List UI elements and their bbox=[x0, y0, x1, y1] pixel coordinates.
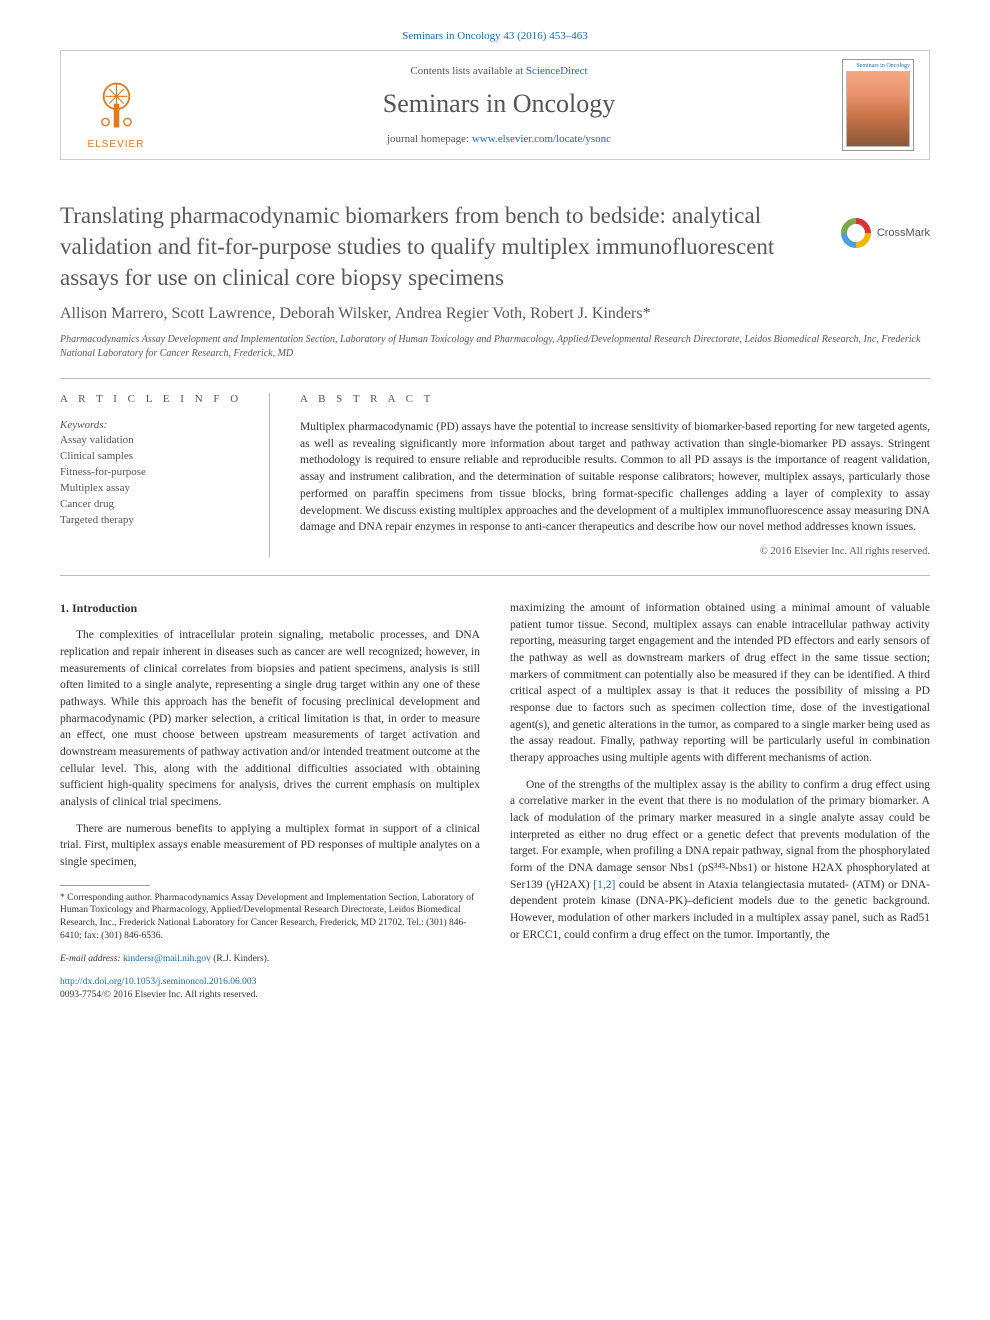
authors-line: Allison Marrero, Scott Lawrence, Deborah… bbox=[60, 305, 930, 323]
contents-line: Contents lists available at ScienceDirec… bbox=[176, 65, 822, 77]
info-abstract-row: A R T I C L E I N F O Keywords: Assay va… bbox=[60, 378, 930, 576]
keyword-item: Clinical samples bbox=[60, 449, 249, 465]
sciencedirect-link[interactable]: ScienceDirect bbox=[526, 65, 588, 77]
keywords-list: Assay validation Clinical samples Fitnes… bbox=[60, 433, 249, 529]
elsevier-wordmark: ELSEVIER bbox=[88, 139, 145, 150]
homepage-line: journal homepage: www.elsevier.com/locat… bbox=[176, 133, 822, 145]
intro-heading: 1. Introduction bbox=[60, 600, 480, 617]
elsevier-tree-icon bbox=[86, 75, 146, 135]
body-text: One of the strengths of the multiplex as… bbox=[510, 779, 930, 891]
running-header: Seminars in Oncology 43 (2016) 453–463 bbox=[60, 30, 930, 42]
crossmark-badge[interactable]: CrossMark bbox=[841, 218, 930, 248]
doi-block: http://dx.doi.org/10.1053/j.seminoncol.2… bbox=[60, 976, 480, 1002]
title-block: Translating pharmacodynamic biomarkers f… bbox=[60, 200, 930, 293]
footnote-separator bbox=[60, 885, 150, 886]
homepage-prefix: journal homepage: bbox=[387, 133, 472, 145]
journal-name: Seminars in Oncology bbox=[176, 89, 822, 119]
email-label: E-mail address: bbox=[60, 954, 123, 964]
keyword-item: Targeted therapy bbox=[60, 513, 249, 529]
affiliation: Pharmacodynamics Assay Development and I… bbox=[60, 333, 930, 360]
email-suffix: (R.J. Kinders). bbox=[211, 954, 269, 964]
cover-thumb-image bbox=[846, 71, 910, 147]
body-paragraph: The complexities of intracellular protei… bbox=[60, 627, 480, 810]
corresponding-author-footnote: * Corresponding author. Pharmacodynamics… bbox=[60, 892, 480, 943]
elsevier-logo: ELSEVIER bbox=[76, 60, 156, 150]
keyword-item: Multiplex assay bbox=[60, 481, 249, 497]
keyword-item: Cancer drug bbox=[60, 497, 249, 513]
cover-thumb-title: Seminars in Oncology bbox=[846, 63, 910, 69]
left-column: 1. Introduction The complexities of intr… bbox=[60, 600, 480, 1001]
crossmark-label: CrossMark bbox=[877, 227, 930, 239]
body-paragraph: One of the strengths of the multiplex as… bbox=[510, 777, 930, 944]
email-footnote: E-mail address: kindersr@mail.nih.gov (R… bbox=[60, 953, 480, 966]
crossmark-icon bbox=[841, 218, 871, 248]
journal-header: ELSEVIER Contents lists available at Sci… bbox=[60, 50, 930, 160]
body-paragraph: There are numerous benefits to applying … bbox=[60, 821, 480, 871]
abstract-text: Multiplex pharmacodynamic (PD) assays ha… bbox=[300, 419, 930, 536]
article-title: Translating pharmacodynamic biomarkers f… bbox=[60, 200, 930, 293]
abstract-heading: A B S T R A C T bbox=[300, 393, 930, 405]
body-paragraph: maximizing the amount of information obt… bbox=[510, 600, 930, 767]
journal-cover-thumbnail: Seminars in Oncology bbox=[842, 59, 914, 151]
right-column: maximizing the amount of information obt… bbox=[510, 600, 930, 1001]
citation-link[interactable]: [1,2] bbox=[593, 879, 615, 891]
body-columns: 1. Introduction The complexities of intr… bbox=[60, 600, 930, 1001]
issn-copyright: 0093-7754/© 2016 Elsevier Inc. All right… bbox=[60, 989, 480, 1002]
abstract-copyright: © 2016 Elsevier Inc. All rights reserved… bbox=[300, 546, 930, 557]
header-center: Contents lists available at ScienceDirec… bbox=[156, 65, 842, 145]
article-info-heading: A R T I C L E I N F O bbox=[60, 393, 249, 405]
keyword-item: Assay validation bbox=[60, 433, 249, 449]
abstract-column: A B S T R A C T Multiplex pharmacodynami… bbox=[300, 393, 930, 557]
article-info-column: A R T I C L E I N F O Keywords: Assay va… bbox=[60, 393, 270, 557]
keywords-label: Keywords: bbox=[60, 419, 249, 431]
doi-link[interactable]: http://dx.doi.org/10.1053/j.seminoncol.2… bbox=[60, 976, 480, 989]
homepage-link[interactable]: www.elsevier.com/locate/ysonc bbox=[472, 133, 611, 145]
contents-prefix: Contents lists available at bbox=[410, 65, 525, 77]
keyword-item: Fitness-for-purpose bbox=[60, 465, 249, 481]
email-link[interactable]: kindersr@mail.nih.gov bbox=[123, 954, 211, 964]
